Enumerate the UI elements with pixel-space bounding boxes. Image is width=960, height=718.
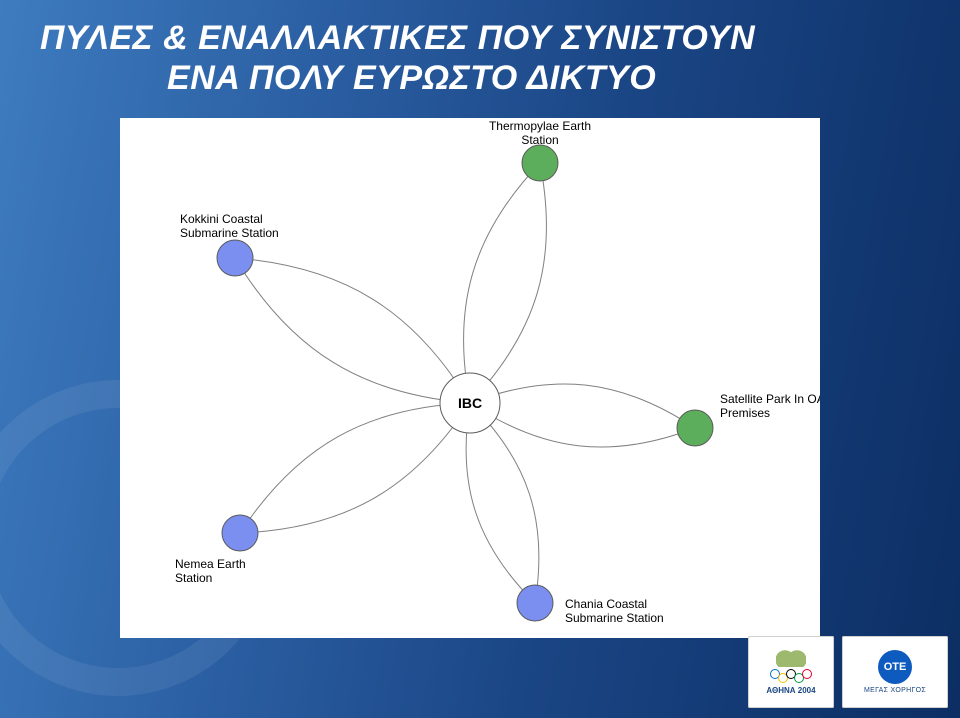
label-nemea: Station [175, 571, 212, 585]
page-title: ΠΥΛΕΣ & ΕΝΑΛΛΑΚΤΙΚΕΣ ΠΟΥ ΣΥΝΙΣΤΟΥΝ ΕΝΑ Π… [40, 18, 755, 98]
edge-ibc-nemea [240, 403, 470, 533]
node-thermopylae [522, 145, 558, 181]
title-line-1: ΠΥΛΕΣ & ΕΝΑΛΛΑΚΤΙΚΕΣ ΠΟΥ ΣΥΝΙΣΤΟΥΝ [40, 18, 755, 58]
sponsor-label: ΜΕΓΑΣ ΧΟΡΗΓΟΣ [864, 687, 926, 694]
ote-logo-text: OTE [884, 661, 907, 673]
label-thermopylae: Station [521, 133, 558, 147]
athens-label: ΑΘΗΝΑ 2004 [766, 686, 815, 695]
node-chania [517, 585, 553, 621]
label-chania: Chania Coastal [565, 597, 647, 611]
label-thermopylae: Thermopylae Earth [489, 119, 591, 133]
node-nemea [222, 515, 258, 551]
network-diagram: Thermopylae EarthStationKokkini CoastalS… [120, 118, 820, 638]
label-chania: Submarine Station [565, 611, 664, 625]
edge-ibc-satellite [470, 384, 695, 447]
label-nemea: Nemea Earth [175, 557, 246, 571]
title-line-2: ΕΝΑ ΠΟΛΥ ΕΥΡΩΣΤΟ ΔΙΚΤΥΟ [40, 58, 755, 98]
olympic-rings-icon [770, 669, 812, 683]
athens-2004-badge: ΑΘΗΝΑ 2004 [748, 636, 834, 708]
diagram-panel: Thermopylae EarthStationKokkini CoastalS… [120, 118, 820, 638]
wreath-icon [776, 649, 806, 667]
edge-ibc-kokkini [235, 258, 470, 403]
node-satellite [677, 410, 713, 446]
ote-logo-icon: OTE [878, 650, 912, 684]
label-satellite: Satellite Park In OAKA [720, 392, 820, 406]
node-kokkini [217, 240, 253, 276]
label-center: IBC [458, 395, 482, 411]
label-satellite: Premises [720, 406, 770, 420]
label-kokkini: Kokkini Coastal [180, 212, 263, 226]
ote-badge: OTE ΜΕΓΑΣ ΧΟΡΗΓΟΣ [842, 636, 948, 708]
label-kokkini: Submarine Station [180, 226, 279, 240]
edge-ibc-thermopylae [463, 163, 546, 403]
footer-badges: ΑΘΗΝΑ 2004 OTE ΜΕΓΑΣ ΧΟΡΗΓΟΣ [748, 636, 948, 708]
